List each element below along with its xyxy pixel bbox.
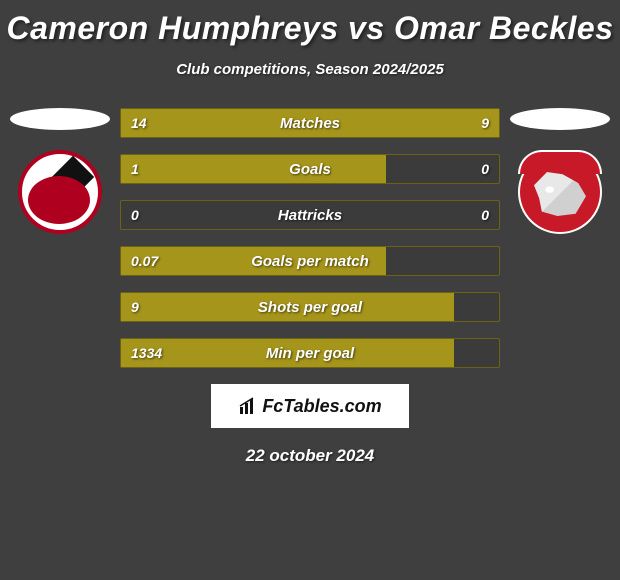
stat-label: Shots per goal <box>121 293 499 321</box>
page-title: Cameron Humphreys vs Omar Beckles <box>0 0 620 47</box>
stat-row: 1334Min per goal <box>120 338 500 368</box>
stat-label: Goals per match <box>121 247 499 275</box>
stat-row: 0Hattricks0 <box>120 200 500 230</box>
player-right-column <box>510 108 610 234</box>
stat-label: Hattricks <box>121 201 499 229</box>
stat-bars: 14Matches91Goals00Hattricks00.07Goals pe… <box>120 108 500 368</box>
club-crest-right <box>518 150 602 234</box>
fctables-logo-icon <box>238 396 258 416</box>
stat-value-right: 0 <box>481 201 489 229</box>
player-right-photo-placeholder <box>510 108 610 130</box>
player-left-column <box>10 108 110 234</box>
stat-row: 0.07Goals per match <box>120 246 500 276</box>
comparison-panel: 14Matches91Goals00Hattricks00.07Goals pe… <box>0 108 620 466</box>
subtitle: Club competitions, Season 2024/2025 <box>0 61 620 78</box>
stat-label: Matches <box>121 109 499 137</box>
fctables-label: FcTables.com <box>262 396 381 417</box>
stat-value-right: 0 <box>481 155 489 183</box>
stat-row: 14Matches9 <box>120 108 500 138</box>
stat-label: Min per goal <box>121 339 499 367</box>
stat-value-right: 9 <box>481 109 489 137</box>
club-crest-left <box>18 150 102 234</box>
player-left-photo-placeholder <box>10 108 110 130</box>
stat-label: Goals <box>121 155 499 183</box>
stat-row: 1Goals0 <box>120 154 500 184</box>
fctables-watermark: FcTables.com <box>211 384 409 428</box>
stat-row: 9Shots per goal <box>120 292 500 322</box>
date-label: 22 october 2024 <box>0 446 620 466</box>
